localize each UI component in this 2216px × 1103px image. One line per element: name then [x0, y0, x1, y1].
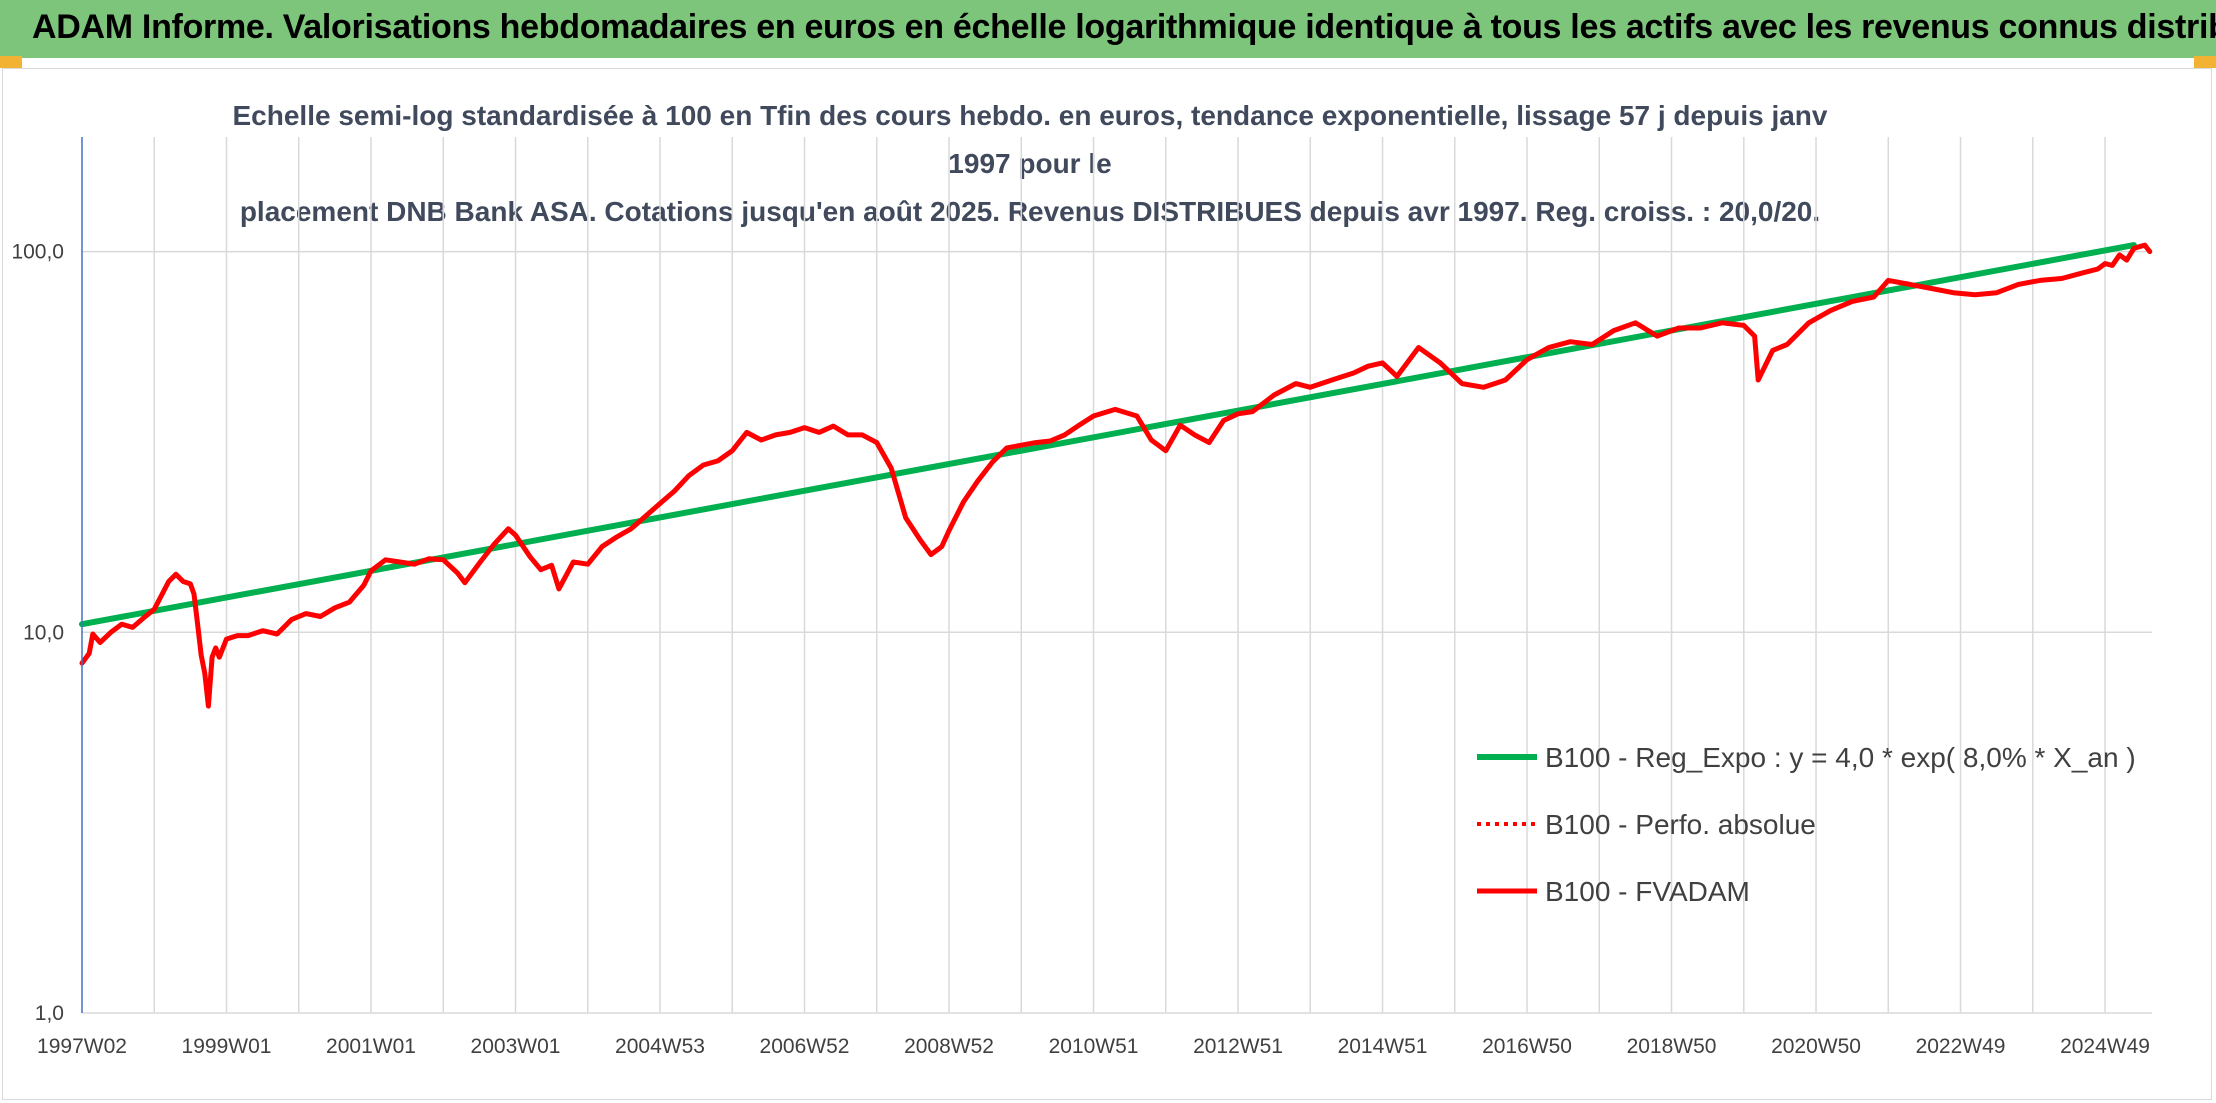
legend-label: B100 - Perfo. absolue [1545, 809, 1816, 840]
chart-frame [2, 68, 2212, 1100]
x-tick-label: 2016W50 [1482, 1035, 1572, 1058]
x-tick-label: 2004W53 [615, 1035, 705, 1058]
legend-label: B100 - FVADAM [1545, 876, 1750, 907]
legend-label: B100 - Reg_Expo : y = 4,0 * exp( 8,0% * … [1545, 742, 2136, 773]
x-tick-label: 2001W01 [326, 1035, 416, 1058]
report-title: ADAM Informe. Valorisations hebdomadaire… [32, 8, 2216, 46]
chart-subtitle: Echelle semi-log standardisée à 100 en T… [200, 92, 1860, 236]
report-banner: ADAM Informe. Valorisations hebdomadaire… [0, 0, 2216, 58]
x-tick-label: 2024W49 [2060, 1035, 2150, 1058]
x-tick-label: 2012W51 [1193, 1035, 1283, 1058]
y-tick-label: 100,0 [11, 241, 64, 264]
x-tick-label: 1997W02 [37, 1035, 127, 1058]
corner-accent-left [0, 56, 22, 68]
regression-line [79, 242, 2137, 628]
x-tick-label: 2006W52 [760, 1035, 850, 1058]
x-tick-label: 2010W51 [1049, 1035, 1139, 1058]
x-tick-label: 2022W49 [1916, 1035, 2006, 1058]
chart-subtitle-line-1: Echelle semi-log standardisée à 100 en T… [232, 100, 1828, 179]
x-tick-label: 2008W52 [904, 1035, 994, 1058]
chart-subtitle-line-2: placement DNB Bank ASA. Cotations jusqu'… [239, 196, 1821, 227]
x-tick-label: 2020W50 [1771, 1035, 1861, 1058]
y-tick-label: 1,0 [35, 1002, 64, 1025]
y-tick-label: 10,0 [23, 621, 64, 644]
x-tick-label: 1999W01 [182, 1035, 272, 1058]
x-tick-label: 2014W51 [1338, 1035, 1428, 1058]
fvadam-line [79, 242, 2153, 709]
x-tick-label: 2018W50 [1627, 1035, 1717, 1058]
corner-accent-right [2194, 56, 2216, 68]
x-tick-label: 2003W01 [471, 1035, 561, 1058]
